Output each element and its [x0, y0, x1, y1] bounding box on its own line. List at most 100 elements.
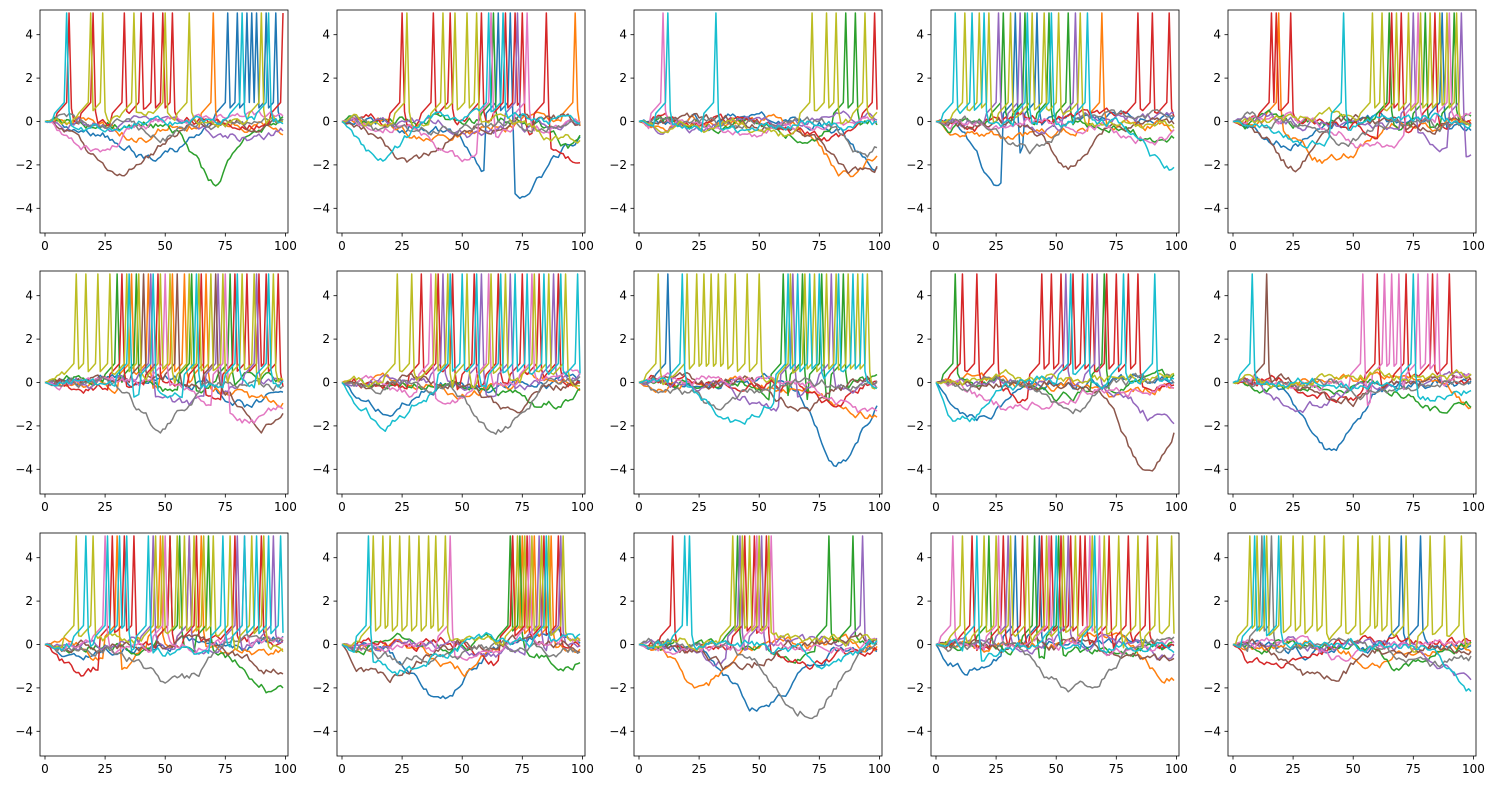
series-line-4: [935, 273, 1175, 404]
y-tick-label: 0: [1213, 376, 1221, 390]
series-line-9: [341, 12, 581, 144]
x-tick-label: 25: [97, 500, 112, 514]
series-line-8: [1232, 535, 1472, 668]
y-tick-label: −2: [906, 419, 924, 433]
series-group: [935, 535, 1175, 693]
y-tick-label: 4: [322, 551, 330, 565]
y-tick-label: 0: [25, 115, 33, 129]
series-line-9: [341, 535, 581, 647]
y-tick-label: 0: [322, 115, 330, 129]
x-tick-label: 50: [455, 500, 470, 514]
y-tick-label: 2: [916, 332, 924, 346]
series-line-8: [638, 637, 878, 720]
series-line-1: [638, 641, 878, 712]
series-line-5: [1232, 636, 1472, 681]
y-tick-label: 0: [25, 638, 33, 652]
series-line-4: [638, 535, 878, 670]
series-line-2: [935, 12, 1175, 140]
x-tick-label: 100: [1165, 500, 1188, 514]
y-tick-label: 0: [322, 376, 330, 390]
series-line-10: [44, 535, 284, 657]
x-tick-label: 50: [455, 239, 470, 253]
y-tick-label: 4: [619, 28, 627, 42]
x-tick-label: 50: [752, 500, 767, 514]
x-tick-label: 100: [571, 500, 594, 514]
y-tick-label: −4: [609, 201, 627, 215]
series-line-10: [1232, 12, 1472, 149]
subplot-1: 0 25 50 75 100 −4 −2 0 2 4: [15, 9, 297, 253]
subplot-2: 0 25 50 75 100 −4 −2 0 2 4: [312, 9, 594, 253]
x-tick-label: 0: [635, 239, 643, 253]
series-line-8: [341, 639, 581, 666]
series-line-10: [44, 12, 284, 133]
y-tick-label: 0: [25, 376, 33, 390]
series-line-9: [44, 12, 284, 129]
y-tick-label: 2: [322, 332, 330, 346]
x-tick-label: 75: [218, 500, 233, 514]
y-tick-label: −4: [312, 724, 330, 738]
y-tick-label: −4: [15, 724, 33, 738]
x-tick-label: 25: [97, 762, 112, 776]
y-tick-label: −4: [1203, 201, 1221, 215]
y-tick-label: 4: [25, 289, 33, 303]
subplot-14: 0 25 50 75 100 −4 −2 0 2 4: [906, 532, 1188, 776]
subplot-9: 0 25 50 75 100 −4 −2 0 2 4: [906, 270, 1188, 514]
x-tick-label: 25: [1285, 762, 1300, 776]
x-tick-label: 75: [218, 239, 233, 253]
y-tick-label: 0: [916, 115, 924, 129]
x-tick-label: 25: [394, 762, 409, 776]
series-line-10: [1232, 535, 1472, 693]
x-tick-label: 100: [868, 500, 891, 514]
x-tick-label: 25: [691, 762, 706, 776]
x-tick-label: 25: [691, 500, 706, 514]
subplot-11: 0 25 50 75 100 −4 −2 0 2 4: [15, 532, 297, 776]
x-tick-label: 25: [97, 239, 112, 253]
series-line-4: [44, 535, 284, 677]
x-tick-label: 75: [1109, 500, 1124, 514]
series-line-6: [44, 273, 284, 434]
y-tick-label: −2: [312, 419, 330, 433]
series-line-6: [44, 634, 284, 675]
series-line-4: [1232, 12, 1472, 140]
x-tick-label: 50: [158, 762, 173, 776]
x-tick-label: 25: [1285, 500, 1300, 514]
y-tick-label: 2: [322, 594, 330, 608]
series-line-10: [935, 273, 1175, 423]
series-line-9: [638, 535, 878, 652]
y-tick-label: 4: [1213, 289, 1221, 303]
y-tick-label: −2: [15, 158, 33, 172]
x-tick-label: 100: [1462, 762, 1485, 776]
y-tick-label: 4: [619, 289, 627, 303]
y-tick-label: 2: [619, 594, 627, 608]
y-tick-label: 2: [322, 71, 330, 85]
y-tick-label: 2: [619, 71, 627, 85]
y-tick-label: 2: [25, 594, 33, 608]
x-tick-label: 100: [1165, 239, 1188, 253]
series-line-10: [341, 12, 581, 162]
series-group: [1232, 273, 1472, 452]
x-tick-label: 50: [752, 762, 767, 776]
x-tick-label: 0: [41, 500, 49, 514]
y-tick-label: 4: [25, 28, 33, 42]
y-tick-label: −2: [609, 419, 627, 433]
y-tick-label: −2: [906, 681, 924, 695]
x-tick-label: 50: [1346, 239, 1361, 253]
y-tick-label: 2: [1213, 594, 1221, 608]
series-line-6: [935, 379, 1175, 472]
y-tick-label: −2: [15, 681, 33, 695]
y-tick-label: −4: [609, 462, 627, 476]
subplot-13: 0 25 50 75 100 −4 −2 0 2 4: [609, 532, 891, 776]
x-tick-label: 25: [988, 500, 1003, 514]
y-tick-label: −4: [312, 201, 330, 215]
y-tick-label: −4: [15, 462, 33, 476]
x-tick-label: 50: [455, 762, 470, 776]
subplot-5: 0 25 50 75 100 −4 −2 0 2 4: [1203, 9, 1485, 253]
y-tick-label: −2: [1203, 158, 1221, 172]
x-tick-label: 75: [515, 500, 530, 514]
x-tick-label: 75: [515, 239, 530, 253]
series-line-4: [1232, 273, 1472, 404]
y-tick-label: 2: [916, 71, 924, 85]
series-line-9: [341, 273, 581, 389]
y-tick-label: 2: [1213, 332, 1221, 346]
series-line-6: [1232, 638, 1472, 682]
